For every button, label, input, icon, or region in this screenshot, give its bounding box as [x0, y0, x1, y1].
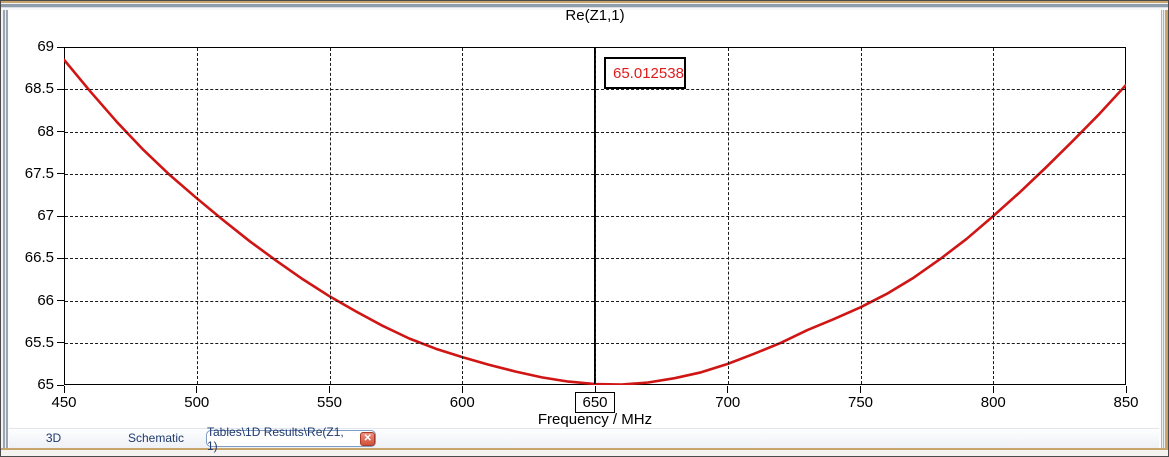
chart-title: Re(Z1,1) — [565, 7, 625, 24]
x-axis-tick — [461, 386, 463, 393]
y-axis-tick — [57, 384, 64, 386]
y-tick-label: 67.5 — [24, 164, 54, 182]
window-frame-left — [1, 10, 9, 448]
y-tick-label: 68 — [37, 122, 54, 140]
gridline-vertical — [329, 48, 331, 384]
y-axis-tick — [57, 300, 64, 301]
x-tick-label: 700 — [715, 394, 741, 411]
y-tick-label: 65.5 — [24, 333, 54, 351]
plot-canvas[interactable]: Re(Z1,1) 65.012538 Frequency / MHz 65 65.… — [1, 1, 1168, 431]
x-tick-label: 450 — [51, 394, 77, 411]
y-tick-label: 69 — [37, 38, 54, 55]
x-tick-label: 650 — [560, 392, 630, 413]
marker-value: 65.012538 — [613, 64, 684, 82]
y-tick-label: 66 — [37, 291, 54, 309]
x-tick-label: 550 — [316, 394, 343, 411]
window-frame-top — [1, 1, 1168, 10]
tab-3d[interactable]: 3D — [45, 431, 62, 445]
x-axis-tick — [63, 386, 65, 393]
gridline-vertical — [993, 48, 995, 384]
y-axis-tick — [57, 342, 64, 344]
x-axis-tick — [196, 386, 198, 393]
y-tick-label: 68.5 — [24, 80, 54, 98]
curve-series — [64, 58, 1126, 385]
y-axis-tick — [57, 215, 64, 217]
x-axis-tick — [594, 386, 596, 393]
x-tick-label: 800 — [980, 394, 1006, 411]
y-tick-label: 65 — [37, 376, 54, 393]
x-axis-tick — [727, 386, 729, 393]
tab-1d-results[interactable]: Tables\1D Results\Re(Z1, 1) ✕ — [206, 425, 376, 453]
y-axis-tick — [57, 131, 64, 132]
view-tab-bar: 3D Schematic Tables\1D Results\Re(Z1, 1)… — [9, 425, 1159, 453]
x-axis-tick — [1125, 386, 1127, 393]
x-tick-label: 500 — [184, 394, 210, 411]
x-axis-tick — [329, 386, 330, 393]
x-tick-label: 600 — [449, 394, 475, 411]
y-tick-label: 66.5 — [24, 249, 54, 267]
tab-schematic[interactable]: Schematic — [127, 431, 185, 445]
y-axis-tick — [57, 173, 64, 175]
gridline-vertical — [860, 48, 862, 384]
gridline-vertical — [727, 48, 729, 384]
x-axis-tick — [992, 386, 994, 393]
y-axis-tick — [57, 257, 64, 259]
gridline-vertical — [196, 48, 198, 384]
marker-tick-box: 650 — [575, 392, 615, 413]
tab-label: Tables\1D Results\Re(Z1, 1) — [207, 424, 344, 453]
window-frame-right — [1159, 10, 1168, 448]
gridline-vertical — [462, 48, 464, 384]
x-axis-tick — [860, 386, 861, 393]
window-frame-bottom — [1, 448, 1168, 456]
x-tick-label: 850 — [1113, 394, 1139, 411]
y-axis-tick — [57, 46, 64, 48]
marker-value-box: 65.012538 — [604, 57, 686, 89]
y-tick-label: 67 — [37, 207, 54, 224]
x-axis-label: Frequency / MHz — [537, 411, 653, 428]
gridline-vertical — [595, 48, 596, 384]
x-tick-label: 750 — [847, 394, 874, 411]
close-tab-icon[interactable]: ✕ — [360, 431, 375, 446]
y-axis-tick — [57, 88, 64, 90]
